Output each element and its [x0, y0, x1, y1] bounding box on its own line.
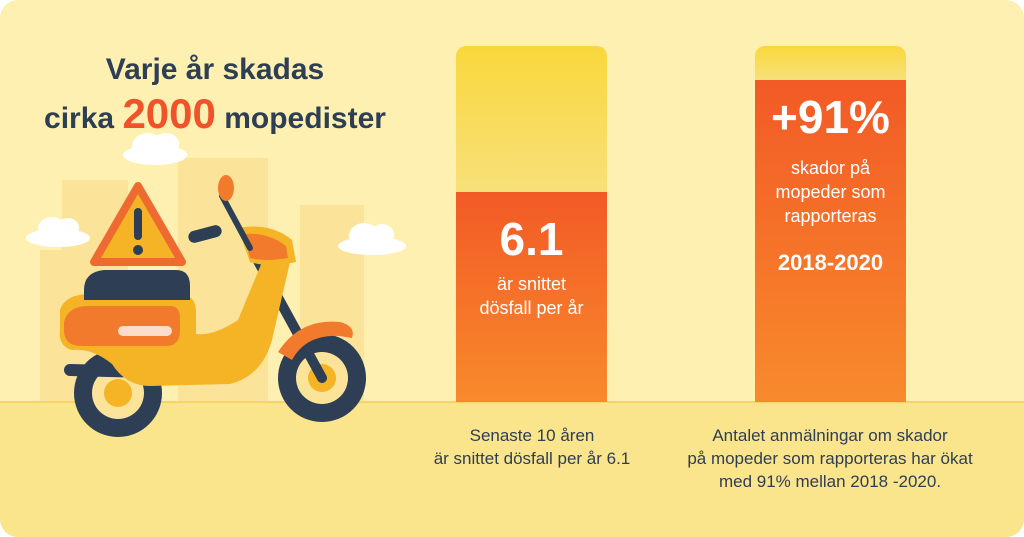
stat-period: 2018-2020	[755, 250, 906, 276]
stat-label-line-2: mopeder som	[755, 180, 906, 204]
headline-highlight-number: 2000	[122, 90, 215, 137]
caption-line-2: på mopeder som rapporteras har ökat	[660, 447, 1000, 470]
caption-line-1: Antalet anmälningar om skador	[660, 424, 1000, 447]
stat-label-line-3: rapporteras	[755, 204, 906, 228]
stat-label-line-1: skador på	[755, 156, 906, 180]
caption-line-3: med 91% mellan 2018 -2020.	[660, 470, 1000, 493]
caption-deaths: Senaste 10 åren är snittet dösfall per å…	[400, 424, 664, 470]
stat-value-increase: +91%	[755, 92, 906, 142]
headline-line-1: Varje år skadas	[20, 48, 410, 92]
stat-label-line-1: är snittet	[456, 272, 607, 296]
headline-prefix: cirka	[44, 102, 114, 135]
caption-line-1: Senaste 10 åren	[400, 424, 664, 447]
stat-value-deaths: 6.1	[456, 214, 607, 264]
caption-line-2: är snittet dösfall per år 6.1	[400, 447, 664, 470]
caption-injuries: Antalet anmälningar om skador på mopeder…	[660, 424, 1000, 493]
headline-line-2: cirka 2000 mopedister	[20, 92, 410, 141]
headline-suffix: mopedister	[224, 102, 386, 135]
stat-column-injuries: +91% skador på mopeder som rapporteras 2…	[755, 46, 906, 402]
headline: Varje år skadas cirka 2000 mopedister	[20, 48, 410, 141]
stat-column-deaths: 6.1 är snittet dösfall per år	[456, 46, 607, 402]
stat-label-line-2: dösfall per år	[456, 296, 607, 320]
